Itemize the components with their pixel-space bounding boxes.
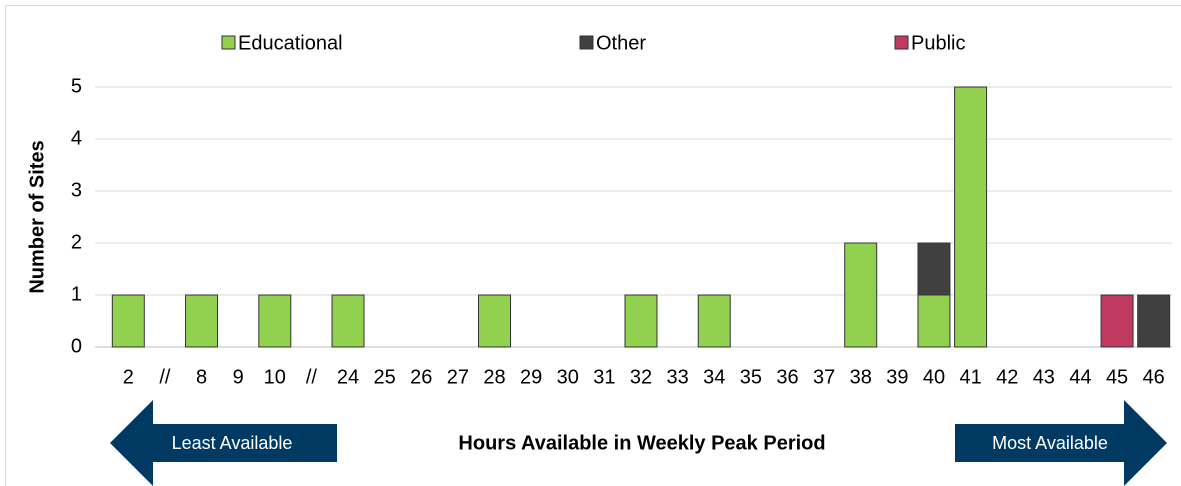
frame (5, 5, 1181, 486)
x-tick-label: 45 (1106, 366, 1128, 388)
x-tick-label: 37 (813, 366, 835, 388)
x-tick-label: 26 (410, 366, 432, 388)
y-tick-label: 5 (71, 75, 82, 97)
bar (185, 294, 219, 348)
legend-label: Other (596, 32, 646, 54)
legend-label: Educational (238, 32, 343, 54)
x-tick-label: 30 (557, 366, 579, 388)
bar (697, 294, 731, 348)
x-tick-label: 39 (886, 366, 908, 388)
y-tick-label: 3 (71, 179, 82, 201)
bar (111, 294, 145, 348)
arrow-label: Most Available (992, 433, 1108, 453)
bar (331, 294, 365, 348)
x-tick-label: 46 (1143, 366, 1165, 388)
x-tick-label: 44 (1069, 366, 1091, 388)
y-tick-label: 2 (71, 231, 82, 253)
x-tick-label: 36 (776, 366, 798, 388)
legend-swatch (579, 35, 594, 50)
x-tick-label: 42 (996, 366, 1018, 388)
x-tick-label: 41 (959, 366, 981, 388)
bar (478, 294, 512, 348)
x-axis-title: Hours Available in Weekly Peak Period (458, 432, 825, 454)
x-tick-label: 31 (593, 366, 615, 388)
legend-swatch (221, 35, 236, 50)
x-tick-label: 38 (850, 366, 872, 388)
x-tick-label: 10 (264, 366, 286, 388)
x-tick-label: 43 (1033, 366, 1055, 388)
y-tick-label: 4 (71, 127, 82, 149)
x-tick-label: 35 (740, 366, 762, 388)
y-tick-label: 0 (71, 335, 82, 357)
legend-label: Public (911, 32, 965, 54)
x-tick-label: 28 (483, 366, 505, 388)
bar (917, 294, 951, 348)
bar (1100, 294, 1134, 348)
x-tick-label: 9 (233, 366, 244, 388)
x-tick-label: 29 (520, 366, 542, 388)
x-tick-label: 24 (337, 366, 359, 388)
left-arrow (110, 400, 337, 486)
arrow-label: Least Available (172, 433, 293, 453)
x-tick-label: 25 (374, 366, 396, 388)
bar (844, 242, 878, 348)
x-tick-label: 2 (123, 366, 134, 388)
legend-swatch (894, 35, 909, 50)
x-tick-label: 27 (447, 366, 469, 388)
x-tick-label: // (306, 366, 318, 388)
y-axis-title: Number of Sites (26, 140, 48, 293)
bar (954, 86, 988, 348)
x-tick-label: 40 (923, 366, 945, 388)
bar (917, 242, 951, 296)
bar (624, 294, 658, 348)
right-arrow (955, 400, 1167, 486)
y-tick-label: 1 (71, 283, 82, 305)
x-tick-label: 33 (666, 366, 688, 388)
x-tick-label: 32 (630, 366, 652, 388)
bar (258, 294, 292, 348)
x-tick-label: 34 (703, 366, 725, 388)
bar (1137, 294, 1171, 348)
x-tick-label: // (159, 366, 171, 388)
x-tick-label: 8 (196, 366, 207, 388)
